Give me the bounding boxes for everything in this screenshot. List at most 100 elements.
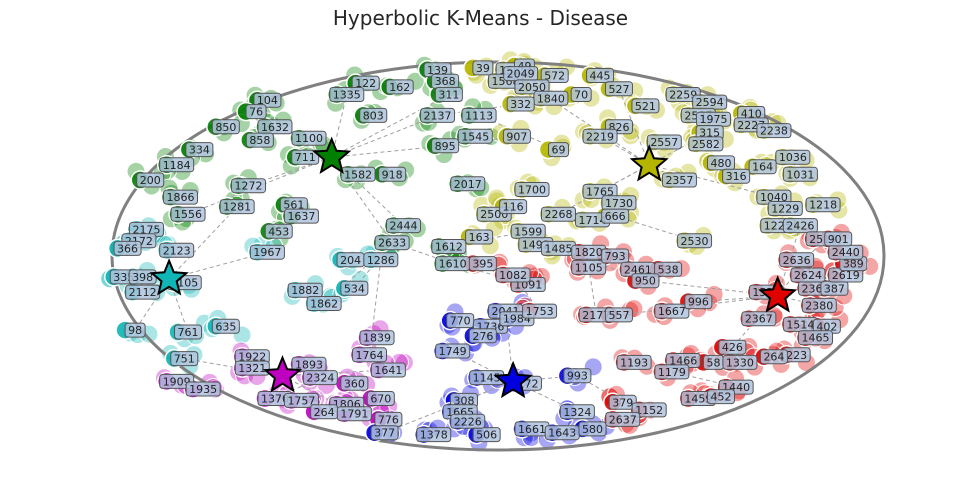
- node-label-box: [578, 421, 607, 437]
- node-label-text: 907: [506, 130, 527, 143]
- node-label-box: [287, 282, 323, 298]
- node-label-text: 1700: [518, 184, 546, 197]
- node-label-box: [605, 411, 641, 427]
- node-label-text: 580: [582, 423, 603, 436]
- node-label: 1862: [306, 296, 342, 311]
- node-label-box: [450, 413, 486, 429]
- node-label: 98: [124, 322, 146, 338]
- node-label-box: [582, 128, 618, 144]
- node-label-text: 1335: [333, 89, 361, 102]
- node-label-box: [249, 244, 285, 260]
- node-label-text: 1145: [473, 372, 501, 385]
- node-label-text: 2619: [832, 269, 860, 282]
- node-label: 2636: [779, 252, 815, 268]
- node-label: 311: [434, 87, 463, 102]
- node-label-box: [514, 182, 550, 197]
- node-label-text: 1100: [295, 132, 323, 145]
- node-label: 2175: [128, 221, 164, 237]
- node-label-text: 1082: [499, 269, 527, 282]
- node-label: 572: [540, 68, 569, 83]
- node-label-text: 1840: [537, 92, 565, 105]
- node-label-text: 116: [503, 201, 524, 214]
- node-label-box: [563, 368, 592, 384]
- node-label: 2226: [450, 413, 486, 429]
- node-label-text: 1152: [635, 404, 663, 417]
- node-label-text: 538: [658, 263, 679, 276]
- node-label-text: 2594: [696, 96, 724, 109]
- node-label: 2017: [450, 176, 486, 192]
- node-label: 398: [128, 269, 157, 285]
- node-label-box: [162, 189, 198, 205]
- node-label: 379: [608, 394, 637, 410]
- node-label: 1667: [654, 303, 690, 319]
- node-label: 1975: [695, 111, 731, 127]
- node-label-box: [264, 223, 293, 239]
- node-label: 1184: [159, 157, 195, 173]
- node-label-text: 2324: [306, 372, 334, 385]
- node-label-text: 1612: [435, 241, 463, 254]
- node-label: 452: [707, 389, 736, 405]
- node-label: 377: [370, 425, 399, 441]
- node-label-text: 480: [711, 157, 732, 170]
- node-label-box: [586, 68, 615, 83]
- node-label: 1839: [359, 330, 395, 346]
- node-label-box: [582, 183, 618, 199]
- node-label-box: [779, 252, 815, 268]
- node-label-box: [499, 199, 528, 215]
- node-label-text: 534: [344, 282, 365, 295]
- node-label-text: 76: [249, 106, 263, 119]
- node-label: 1866: [162, 189, 198, 205]
- node-label-text: 366: [117, 242, 138, 255]
- node-label: 389: [839, 256, 868, 272]
- node-label-box: [113, 240, 142, 256]
- node-label-text: 368: [435, 75, 456, 88]
- node-label-text: 1632: [261, 121, 289, 134]
- node-label: 850: [211, 119, 240, 135]
- node-label-text: 666: [605, 210, 626, 223]
- node-label: 39: [472, 60, 494, 76]
- edge-line: [649, 164, 775, 198]
- node-label-box: [366, 391, 395, 406]
- node-label: 1082: [495, 267, 531, 283]
- node-label: 1286: [363, 252, 399, 268]
- node-label: 918: [378, 166, 407, 182]
- node-label: 139: [423, 62, 452, 78]
- node-label-text: 1514: [786, 318, 814, 331]
- node-label: 1764: [351, 347, 387, 363]
- node-label-text: 1556: [174, 208, 202, 221]
- node-label-box: [351, 347, 387, 363]
- node-label-box: [386, 218, 421, 234]
- node-label: 1378: [416, 427, 452, 443]
- node-label: 70: [570, 87, 592, 102]
- node-label-box: [759, 349, 788, 365]
- node-label-box: [559, 404, 595, 420]
- node-label-text: 315: [699, 127, 720, 140]
- node-label-box: [604, 307, 633, 323]
- node-label-text: 223: [786, 349, 807, 362]
- node-label: 332: [506, 96, 535, 112]
- node-label-text: 276: [472, 330, 493, 343]
- node-label: 950: [631, 273, 660, 289]
- node-label: 426: [718, 339, 747, 355]
- node-label-box: [801, 297, 837, 313]
- node-label: 2050: [514, 79, 550, 95]
- node-label: 1105: [571, 259, 607, 275]
- node-label: 1700: [514, 182, 550, 197]
- node-label-text: 1465: [802, 332, 830, 345]
- node-label-box: [291, 130, 327, 146]
- node-label: 2440: [828, 244, 864, 260]
- node-label-box: [283, 392, 319, 408]
- node-label: 1229: [767, 201, 803, 216]
- node-label-box: [340, 375, 369, 391]
- node-label-box: [472, 60, 494, 76]
- node-label-text: 1749: [439, 345, 467, 358]
- node-label-text: 918: [382, 168, 403, 181]
- node-label-box: [257, 119, 293, 135]
- node-label: 2624: [790, 267, 826, 283]
- node-label-box: [245, 104, 267, 120]
- node-label-text: 1113: [465, 109, 493, 122]
- node-label: 2238: [756, 123, 792, 139]
- node-label: 776: [374, 411, 403, 427]
- node-label: 315: [695, 125, 724, 140]
